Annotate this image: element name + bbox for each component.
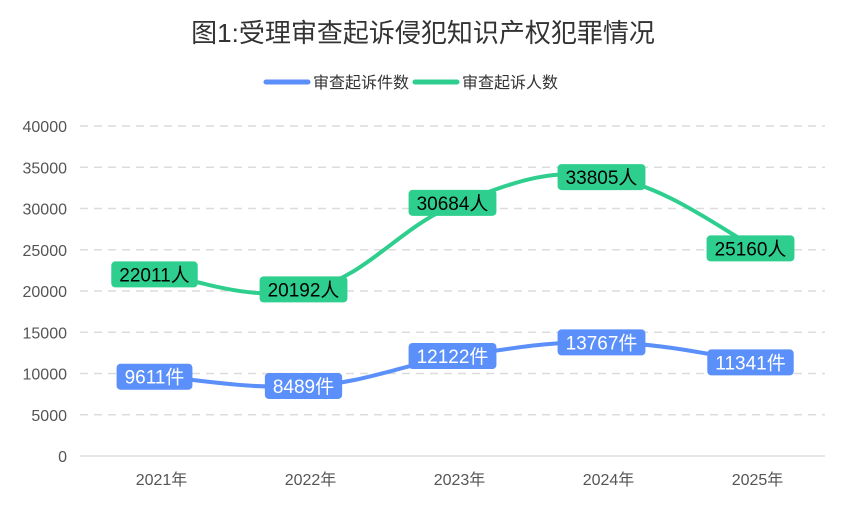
y-tick-label: 15000: [23, 325, 68, 342]
data-label-text: 13767件: [566, 332, 638, 354]
data-label: 13767件: [557, 329, 646, 356]
data-label: 30684人: [408, 189, 497, 216]
data-label-box: [707, 349, 794, 376]
data-label-box: [259, 276, 348, 303]
data-label-box: [264, 372, 343, 399]
data-label: 25160人: [706, 235, 795, 262]
chart-title: 图1:受理审查起诉侵犯知识产权犯罪情况: [191, 18, 655, 48]
data-label-box: [408, 189, 497, 216]
y-tick-label: 10000: [23, 367, 68, 384]
y-tick-label: 30000: [23, 202, 68, 219]
data-label-box: [557, 164, 646, 191]
data-label-text: 9611件: [125, 367, 185, 389]
y-tick-label: 5000: [31, 408, 67, 425]
data-label: 22011人: [111, 261, 198, 288]
x-tick-label: 2022年: [285, 471, 337, 489]
data-label-text: 20192人: [268, 279, 340, 301]
data-label-box: [111, 261, 198, 288]
data-label-text: 33805人: [566, 167, 638, 189]
y-tick-label: 0: [58, 449, 67, 466]
data-label-text: 8489件: [273, 376, 334, 398]
data-label-text: 25160人: [715, 238, 787, 260]
y-tick-label: 20000: [23, 284, 68, 301]
data-label-box: [116, 363, 193, 390]
data-label: 12122件: [408, 342, 497, 369]
data-label-box: [557, 329, 646, 356]
data-label: 11341件: [707, 349, 794, 376]
data-label: 33805人: [557, 164, 646, 191]
x-tick-label: 2021年: [136, 471, 188, 489]
data-label-text: 11341件: [715, 352, 785, 374]
data-label-text: 22011人: [119, 264, 189, 286]
x-tick-label: 2025年: [732, 471, 784, 489]
data-label-text: 30684人: [417, 193, 489, 215]
data-label-box: [706, 235, 795, 262]
data-label: 9611件: [116, 363, 193, 390]
legend-label: 审查起诉件数: [313, 74, 409, 92]
x-tick-label: 2023年: [434, 471, 486, 489]
y-tick-label: 40000: [23, 119, 68, 136]
legend-label: 审查起诉人数: [462, 74, 558, 92]
data-label: 8489件: [264, 372, 343, 399]
data-label: 20192人: [259, 276, 348, 303]
x-tick-label: 2024年: [583, 471, 635, 489]
y-tick-label: 25000: [23, 243, 68, 260]
y-tick-label: 35000: [23, 160, 68, 177]
data-label-box: [408, 342, 497, 369]
data-label-text: 12122件: [417, 346, 489, 368]
